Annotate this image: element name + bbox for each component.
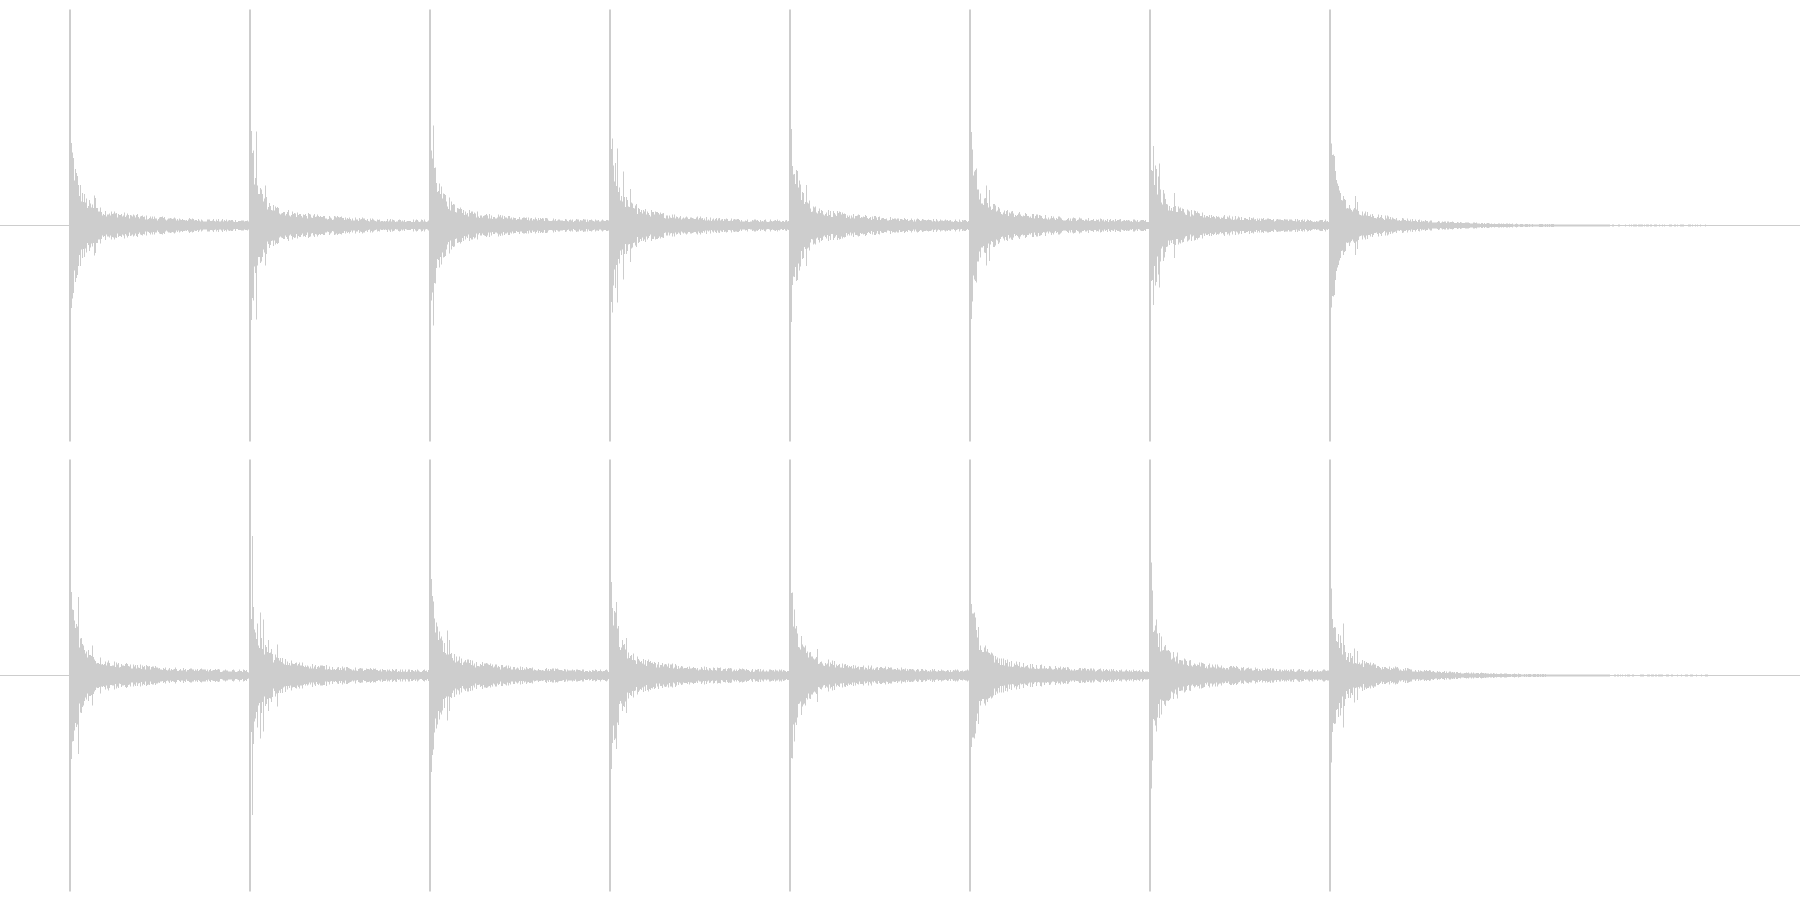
- channel-1-waveform: [69, 9, 1706, 442]
- channel-2-waveform: [69, 459, 1708, 892]
